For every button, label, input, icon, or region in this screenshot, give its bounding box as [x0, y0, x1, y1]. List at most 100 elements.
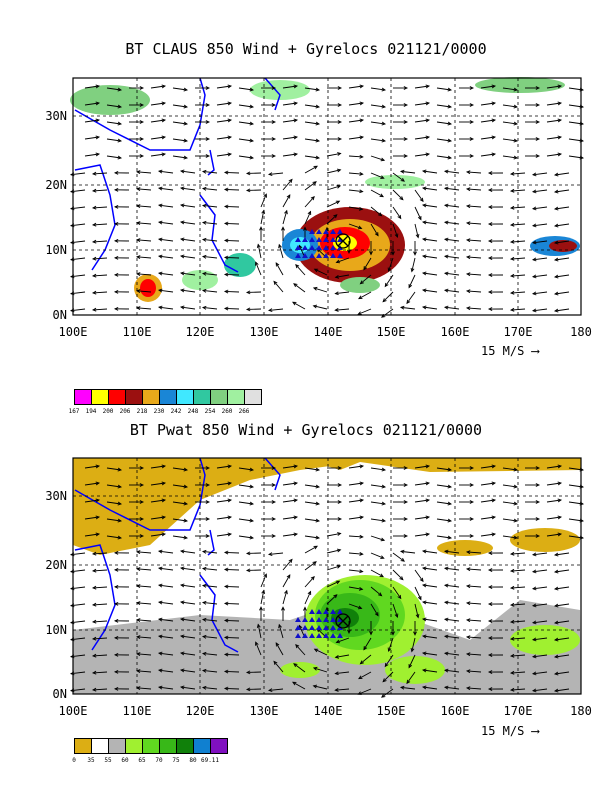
- wind-vector-head: [95, 135, 101, 140]
- wind-vector-head: [249, 104, 255, 109]
- wind-vector-head: [531, 189, 537, 194]
- wind-vector: [348, 172, 363, 175]
- wind-vector: [150, 153, 166, 157]
- wind-vector-head: [447, 87, 453, 92]
- wind-vector-head: [135, 306, 141, 310]
- wind-vector-head: [531, 206, 537, 211]
- wind-vector-head: [292, 301, 297, 306]
- wind-vector-head: [447, 104, 453, 109]
- gyreloc-triangle: [337, 229, 343, 234]
- gyreloc-triangle: [309, 253, 315, 258]
- wind-vector: [238, 138, 254, 142]
- wind-vector-head: [201, 288, 207, 293]
- wind-vector: [150, 102, 166, 106]
- wind-vector-head: [531, 223, 537, 228]
- wind-vector: [216, 153, 232, 157]
- panel1-reference-vector: 15 M/S ⟶: [481, 344, 539, 358]
- wind-vector-head: [408, 283, 413, 289]
- wind-vector-head: [378, 212, 383, 217]
- wind-vector: [392, 223, 398, 238]
- wind-vector: [436, 104, 452, 108]
- wind-vector-head: [179, 237, 185, 242]
- wind-vector-head: [421, 203, 427, 208]
- gyrelocs-triangles: [295, 229, 343, 258]
- wind-vector: [180, 272, 196, 276]
- wind-vector-head: [425, 152, 431, 157]
- wind-vector-head: [491, 84, 497, 89]
- wind-vector: [480, 119, 496, 123]
- wind-vector-head: [337, 103, 343, 107]
- wind-vector: [255, 262, 262, 276]
- wind-vector-head: [421, 186, 427, 191]
- lon-label: 150E: [377, 325, 406, 339]
- wind-vector: [158, 221, 174, 225]
- wind-vector: [304, 87, 320, 91]
- wind-vector: [202, 307, 218, 310]
- wind-vector-head: [179, 220, 185, 225]
- wind-vector-head: [443, 220, 449, 225]
- wind-vector: [510, 206, 526, 209]
- wind-vector-head: [288, 178, 293, 183]
- wind-vector: [180, 221, 196, 225]
- wind-vector-head: [205, 86, 211, 90]
- wind-vector: [414, 223, 419, 238]
- wind-vector: [180, 255, 196, 259]
- panel1-axis-labels: 30N 20N 10N 0N 100E 110E 120E 130E 140E 150E 160E 1…: [45, 109, 592, 339]
- wind-vector: [546, 102, 562, 106]
- wind-vector: [92, 223, 108, 226]
- wind-vector-head: [531, 240, 537, 245]
- colorbar-label: 60: [121, 757, 129, 764]
- wind-vector: [268, 308, 284, 311]
- wind-vector: [158, 255, 174, 259]
- wind-vector: [384, 274, 394, 287]
- wind-vector-head: [469, 137, 475, 141]
- wind-vector: [180, 170, 196, 174]
- colorbar-swatch: [108, 389, 126, 405]
- colorbar-label: 194: [85, 408, 97, 415]
- lon-label: 130E: [250, 325, 279, 339]
- colorbar-swatch: [142, 389, 160, 405]
- wind-vector-head: [359, 135, 365, 140]
- wind-vector: [422, 170, 438, 174]
- wind-vector-head: [336, 184, 342, 189]
- wind-vector: [106, 138, 122, 142]
- wind-vector-head: [469, 86, 475, 90]
- wind-vector-head: [315, 138, 321, 143]
- wind-vector: [326, 200, 340, 208]
- wind-vector: [282, 85, 298, 89]
- wind-vector-head: [157, 169, 163, 174]
- wind-vector-head: [271, 154, 277, 158]
- wind-vector-head: [227, 135, 233, 140]
- wind-vector: [224, 239, 240, 242]
- wind-vector: [502, 104, 518, 108]
- wind-vector-head: [293, 118, 299, 123]
- wind-vector-head: [531, 172, 537, 177]
- wind-vector-head: [397, 214, 402, 220]
- wind-vector: [480, 153, 496, 157]
- wind-vector-head: [245, 171, 251, 176]
- wind-vector-head: [139, 103, 145, 107]
- wind-vector: [348, 206, 363, 210]
- wind-vector-head: [201, 186, 207, 191]
- wind-vector-head: [271, 103, 277, 107]
- wind-vector: [370, 189, 384, 198]
- wind-vector: [444, 306, 460, 310]
- wind-vector: [238, 121, 254, 125]
- wind-vector-head: [179, 254, 185, 259]
- colorbar-label: 65: [138, 757, 146, 764]
- wind-vector-head: [312, 181, 317, 186]
- wind-vector: [278, 244, 284, 259]
- wind-vector-head: [359, 172, 364, 176]
- wind-vector: [554, 189, 570, 193]
- panel2-title: BT Pwat 850 Wind + Gyrelocs 021121/0000: [129, 421, 483, 439]
- wind-vector-head: [399, 169, 405, 174]
- wind-vector: [202, 239, 218, 242]
- wind-vector: [92, 206, 108, 209]
- wind-vector: [382, 291, 394, 302]
- wind-vector: [554, 223, 570, 227]
- wind-vector-head: [443, 271, 449, 276]
- wind-vector: [180, 306, 196, 310]
- wind-vector-head: [117, 138, 123, 143]
- wind-vector-head: [357, 225, 363, 230]
- panel1-frame: [72, 77, 582, 316]
